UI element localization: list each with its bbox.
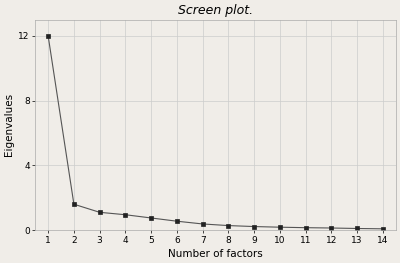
Y-axis label: Eigenvalues: Eigenvalues — [4, 93, 14, 156]
Title: Screen plot.: Screen plot. — [178, 4, 253, 17]
X-axis label: Number of factors: Number of factors — [168, 249, 263, 259]
